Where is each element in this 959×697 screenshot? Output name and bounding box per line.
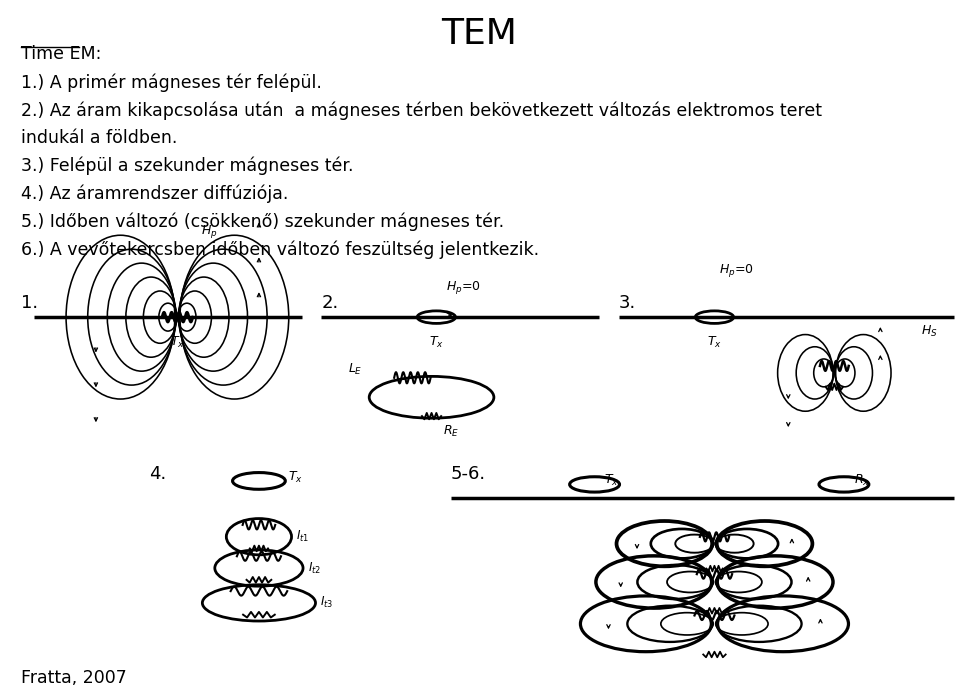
Text: $I_{t3}$: $I_{t3}$ xyxy=(320,595,334,611)
Text: $T_x$: $T_x$ xyxy=(288,470,303,485)
Text: 3.) Felépül a szekunder mágneses tér.: 3.) Felépül a szekunder mágneses tér. xyxy=(21,157,354,176)
Text: TEM: TEM xyxy=(441,17,518,52)
Text: 3.: 3. xyxy=(619,294,636,312)
Text: $T_x$: $T_x$ xyxy=(170,335,185,350)
Text: 4.: 4. xyxy=(149,465,166,483)
Text: Time EM:: Time EM: xyxy=(21,45,102,63)
Text: 5.) Időben változó (csökkenő) szekunder mágneses tér.: 5.) Időben változó (csökkenő) szekunder … xyxy=(21,213,504,231)
Text: 1.: 1. xyxy=(21,294,38,312)
Text: indukál a földben.: indukál a földben. xyxy=(21,129,177,147)
Text: $I_{t2}$: $I_{t2}$ xyxy=(308,560,321,576)
Text: $I_{t1}$: $I_{t1}$ xyxy=(296,529,310,544)
Text: 2.) Az áram kikapcsolása után  a mágneses térben bekövetkezett változás elektrom: 2.) Az áram kikapcsolása után a mágneses… xyxy=(21,101,822,120)
Text: 1.) A primér mágneses tér felépül.: 1.) A primér mágneses tér felépül. xyxy=(21,73,322,92)
Text: $H_p$=0: $H_p$=0 xyxy=(719,262,754,279)
Text: $T_x$: $T_x$ xyxy=(604,473,620,488)
Text: $H_p$: $H_p$ xyxy=(201,224,218,240)
Text: $R_E$: $R_E$ xyxy=(443,424,458,439)
Text: 5-6.: 5-6. xyxy=(451,465,486,483)
Text: $T_x$: $T_x$ xyxy=(707,335,722,350)
Text: Fratta, 2007: Fratta, 2007 xyxy=(21,669,127,687)
Text: 4.) Az áramrendszer diffúziója.: 4.) Az áramrendszer diffúziója. xyxy=(21,185,289,204)
Text: $T_x$: $T_x$ xyxy=(429,335,444,350)
Text: $H_S$: $H_S$ xyxy=(921,323,937,339)
Text: 6.) A vevőtekercsben időben változó feszültség jelentkezik.: 6.) A vevőtekercsben időben változó fesz… xyxy=(21,240,539,259)
Text: $H_p$=0: $H_p$=0 xyxy=(446,279,480,296)
Text: 2.: 2. xyxy=(321,294,339,312)
Text: $L_E$: $L_E$ xyxy=(348,362,363,377)
Text: $R_x$: $R_x$ xyxy=(854,473,870,488)
